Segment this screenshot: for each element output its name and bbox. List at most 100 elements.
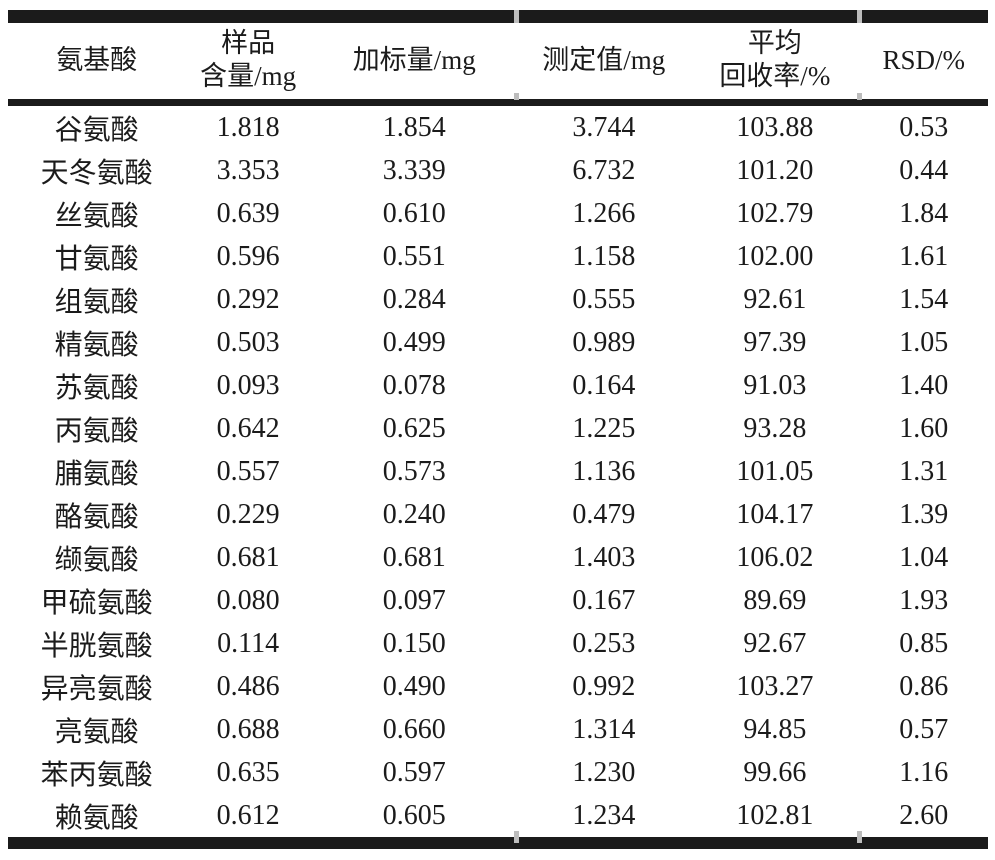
- value-cell-spiked-amount: 3.339: [382, 154, 446, 186]
- value-cell-sample-content: 0.642: [216, 412, 280, 444]
- amino-acid-recovery-table: 氨基酸 样品 含量/mg 加标量/mg 测定值/mg 平均 回收率/% RSD/% 谷氨酸 1.…: [8, 10, 988, 849]
- value-cell-sample-content: 0.688: [216, 713, 280, 745]
- table-row: 甲硫氨酸 0.080 0.097 0.167 89.69 1.93: [8, 579, 988, 622]
- value-cell-measured-value: 1.314: [572, 713, 636, 745]
- value-cell-rsd: 1.54: [899, 283, 949, 315]
- rule-seam: [514, 10, 519, 23]
- table-row: 天冬氨酸 3.353 3.339 6.732 101.20 0.44: [8, 149, 988, 192]
- value-cell-spiked-amount: 0.078: [382, 369, 446, 401]
- table-row: 缬氨酸 0.681 0.681 1.403 106.02 1.04: [8, 536, 988, 579]
- value-cell-mean-recovery: 99.66: [743, 756, 807, 788]
- table-body: 谷氨酸 1.818 1.854 3.744 103.88 0.53 天冬氨酸 3.353 3.3…: [8, 103, 988, 844]
- value-cell-sample-content: 0.292: [216, 283, 280, 315]
- value-cell-rsd: 1.39: [899, 498, 949, 530]
- value-cell-rsd: 1.93: [899, 584, 949, 616]
- value-cell-mean-recovery: 92.61: [743, 283, 807, 315]
- value-cell-sample-content: 0.503: [216, 326, 280, 358]
- amino-acid-name: 亮氨酸: [54, 716, 139, 748]
- value-cell-sample-content: 0.080: [216, 584, 280, 616]
- value-cell-measured-value: 1.158: [572, 240, 636, 272]
- amino-acid-name: 酪氨酸: [54, 501, 139, 533]
- value-cell-mean-recovery: 106.02: [736, 541, 814, 573]
- value-cell-mean-recovery: 91.03: [743, 369, 807, 401]
- table-row: 组氨酸 0.292 0.284 0.555 92.61 1.54: [8, 278, 988, 321]
- rule-seam: [514, 831, 519, 843]
- value-cell-measured-value: 0.992: [572, 670, 636, 702]
- value-cell-rsd: 2.60: [899, 799, 949, 831]
- value-cell-measured-value: 1.230: [572, 756, 636, 788]
- column-header-measured-value: 测定值/mg: [517, 16, 691, 106]
- value-cell-spiked-amount: 0.490: [382, 670, 446, 702]
- value-cell-spiked-amount: 0.660: [382, 713, 446, 745]
- value-cell-spiked-amount: 0.240: [382, 498, 446, 530]
- value-cell-sample-content: 0.229: [216, 498, 280, 530]
- value-cell-rsd: 1.31: [899, 455, 949, 487]
- value-cell-mean-recovery: 101.20: [736, 154, 814, 186]
- value-cell-measured-value: 1.225: [572, 412, 636, 444]
- value-cell-sample-content: 0.639: [216, 197, 280, 229]
- amino-acid-name: 甲硫氨酸: [40, 587, 153, 619]
- value-cell-rsd: 1.84: [899, 197, 949, 229]
- table-row: 酪氨酸 0.229 0.240 0.479 104.17 1.39: [8, 493, 988, 536]
- table-row: 谷氨酸 1.818 1.854 3.744 103.88 0.53: [8, 103, 988, 150]
- value-cell-mean-recovery: 104.17: [736, 498, 814, 530]
- value-cell-measured-value: 1.136: [572, 455, 636, 487]
- table-row: 丝氨酸 0.639 0.610 1.266 102.79 1.84: [8, 192, 988, 235]
- value-cell-sample-content: 0.557: [216, 455, 280, 487]
- amino-acid-name: 苏氨酸: [54, 372, 139, 404]
- value-cell-rsd: 1.05: [899, 326, 949, 358]
- value-cell-measured-value: 3.744: [572, 111, 636, 143]
- table-row: 苯丙氨酸 0.635 0.597 1.230 99.66 1.16: [8, 751, 988, 794]
- rule-seam: [857, 831, 862, 843]
- value-cell-mean-recovery: 103.88: [736, 111, 814, 143]
- value-cell-sample-content: 0.114: [217, 627, 280, 659]
- value-cell-sample-content: 0.635: [216, 756, 280, 788]
- column-header-spiked-amount: 加标量/mg: [310, 16, 518, 106]
- value-cell-measured-value: 1.403: [572, 541, 636, 573]
- amino-acid-name: 甘氨酸: [54, 243, 139, 275]
- rule-seam: [857, 10, 862, 23]
- table-row: 半胱氨酸 0.114 0.150 0.253 92.67 0.85: [8, 622, 988, 665]
- amino-acid-name: 半胱氨酸: [40, 630, 153, 662]
- amino-acid-name: 谷氨酸: [54, 114, 139, 146]
- value-cell-spiked-amount: 0.625: [382, 412, 446, 444]
- value-cell-spiked-amount: 0.597: [382, 756, 446, 788]
- value-cell-measured-value: 1.234: [572, 799, 636, 831]
- value-cell-mean-recovery: 97.39: [743, 326, 807, 358]
- amino-acid-name: 异亮氨酸: [40, 673, 153, 705]
- value-cell-mean-recovery: 89.69: [743, 584, 807, 616]
- value-cell-mean-recovery: 92.67: [743, 627, 807, 659]
- value-cell-spiked-amount: 0.681: [382, 541, 446, 573]
- value-cell-mean-recovery: 102.79: [736, 197, 814, 229]
- value-cell-sample-content: 0.681: [216, 541, 280, 573]
- amino-acid-name: 丝氨酸: [54, 200, 139, 232]
- value-cell-sample-content: 0.612: [216, 799, 280, 831]
- amino-acid-name: 精氨酸: [54, 329, 139, 361]
- column-header-amino-acid: 氨基酸: [8, 16, 186, 106]
- value-cell-spiked-amount: 0.284: [382, 283, 446, 315]
- table-header: 氨基酸 样品 含量/mg 加标量/mg 测定值/mg 平均 回收率/% RSD/%: [8, 16, 988, 106]
- value-cell-sample-content: 0.596: [216, 240, 280, 272]
- value-cell-spiked-amount: 0.551: [382, 240, 446, 272]
- value-cell-rsd: 1.60: [899, 412, 949, 444]
- table-row: 苏氨酸 0.093 0.078 0.164 91.03 1.40: [8, 364, 988, 407]
- value-cell-measured-value: 6.732: [572, 154, 636, 186]
- value-cell-rsd: 1.16: [899, 756, 949, 788]
- value-cell-measured-value: 0.167: [572, 584, 636, 616]
- value-cell-rsd: 0.86: [899, 670, 949, 702]
- rule-seam: [514, 93, 519, 100]
- value-cell-spiked-amount: 0.573: [382, 455, 446, 487]
- value-cell-sample-content: 1.818: [216, 111, 280, 143]
- column-header-mean-recovery: 平均 回收率/%: [690, 16, 860, 106]
- header-row: 氨基酸 样品 含量/mg 加标量/mg 测定值/mg 平均 回收率/% RSD/%: [8, 16, 988, 106]
- value-cell-mean-recovery: 101.05: [736, 455, 814, 487]
- value-cell-spiked-amount: 1.854: [382, 111, 446, 143]
- value-cell-sample-content: 3.353: [216, 154, 280, 186]
- value-cell-measured-value: 0.989: [572, 326, 636, 358]
- value-cell-measured-value: 0.164: [572, 369, 636, 401]
- value-cell-measured-value: 0.253: [572, 627, 636, 659]
- value-cell-spiked-amount: 0.499: [382, 326, 446, 358]
- value-cell-rsd: 1.40: [899, 369, 949, 401]
- value-cell-rsd: 0.85: [899, 627, 949, 659]
- value-cell-mean-recovery: 102.00: [736, 240, 814, 272]
